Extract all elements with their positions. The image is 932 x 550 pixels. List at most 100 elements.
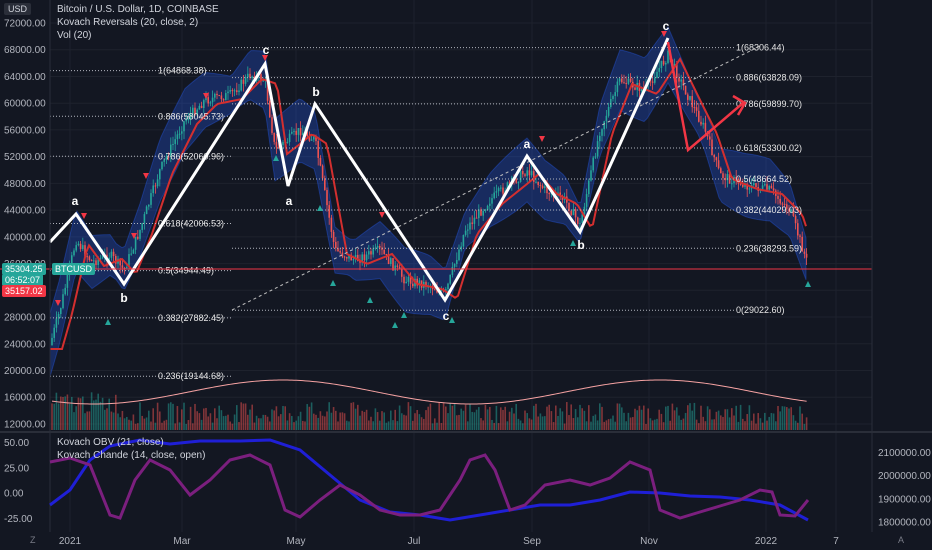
candle-body — [764, 184, 766, 186]
volume-bar — [451, 405, 454, 430]
volume-bar — [706, 406, 709, 430]
volume-bar — [799, 406, 801, 430]
indicator-reversals-label[interactable]: Kovach Reversals (20, close, 2) — [57, 17, 199, 28]
projection-arrow-line[interactable] — [666, 41, 744, 153]
candle-body — [361, 254, 363, 263]
volume-bar — [429, 403, 432, 430]
volume-bar — [271, 409, 273, 430]
indicator-obv-label[interactable]: Kovach OBV (21, close) — [57, 437, 164, 448]
countdown-tag: 06:52:07 — [2, 274, 44, 286]
volume-bar — [594, 414, 597, 430]
volume-bar — [733, 415, 735, 430]
volume-bar — [621, 407, 623, 430]
volume-bar — [599, 403, 601, 430]
buy-marker — [805, 281, 811, 287]
last-price-tag: 35304.25 — [2, 263, 46, 275]
candle-body — [321, 165, 324, 179]
candle-body — [71, 255, 73, 265]
time-axis[interactable]: 2021 Mar May Jul Sep Nov 2022 7 — [59, 536, 839, 547]
candle-body — [726, 174, 729, 181]
candle-body — [724, 177, 726, 181]
volume-bar — [502, 409, 504, 430]
candle-body — [570, 210, 572, 216]
volume-bar — [407, 402, 410, 430]
volume-bar — [563, 423, 566, 430]
candle-body — [634, 87, 636, 90]
price-axis-label: 16000.00 — [4, 393, 46, 404]
candle-body — [225, 93, 227, 101]
candle-body — [262, 80, 264, 82]
candle-body — [495, 191, 498, 193]
volume-bar — [464, 404, 467, 430]
candle-body — [200, 105, 203, 108]
time-axis-label: 2022 — [755, 536, 778, 547]
candle-body — [170, 144, 172, 157]
volume-bar — [423, 418, 425, 430]
auto-scale-icon[interactable]: A — [898, 535, 905, 545]
candle-body — [178, 133, 181, 135]
volume-bar — [137, 423, 139, 430]
volume-bar — [557, 415, 559, 430]
timezone-icon[interactable]: Z — [30, 535, 36, 545]
candle-body — [357, 254, 359, 261]
volume-bar — [196, 411, 198, 430]
candle-body — [493, 192, 495, 199]
candle-body — [605, 115, 608, 122]
volume-bar — [781, 406, 784, 430]
volume-bar — [174, 423, 176, 430]
volume-bar — [376, 412, 379, 430]
trend-line-dashed[interactable] — [231, 45, 761, 311]
candle-body — [662, 60, 665, 65]
volume-bar — [291, 416, 293, 430]
volume-bar — [123, 418, 126, 430]
buy-marker — [330, 280, 336, 286]
fib-level-label: 0.886(63828.09) — [736, 73, 802, 83]
volume-bar — [121, 410, 124, 430]
volume-bar — [363, 411, 366, 430]
symbol-title[interactable]: Bitcoin / U.S. Dollar, 1D, COINBASE — [57, 4, 219, 15]
volume-bar — [581, 408, 583, 430]
sell-marker — [143, 173, 149, 179]
volume-bar — [181, 409, 183, 430]
volume-bar — [440, 422, 443, 430]
volume-bar — [693, 402, 696, 430]
volume-bar — [357, 404, 359, 430]
price-axis-label: 68000.00 — [4, 45, 46, 56]
candle-body — [317, 141, 319, 158]
sub-axis-right-label: 1900000.00 — [878, 494, 931, 505]
sub-axis-left[interactable]: 50.00 25.00 0.00 -25.00 — [4, 438, 33, 525]
volume-bar — [772, 413, 775, 430]
volume-bar — [163, 420, 165, 430]
volume-bar — [691, 410, 693, 430]
volume-bar — [220, 410, 223, 430]
wave-label: b — [312, 85, 319, 99]
volume-bar — [535, 403, 537, 430]
candle-body — [484, 209, 487, 212]
currency-badge[interactable]: USD — [4, 3, 32, 15]
volume-bar — [71, 396, 73, 430]
candle-body — [181, 131, 183, 134]
moving-average-line — [50, 56, 807, 350]
sub-axis-right[interactable]: 2100000.00 2000000.00 1900000.00 1800000.00 — [878, 448, 931, 529]
indicator-volume-label[interactable]: Vol (20) — [57, 30, 92, 41]
volume-bar — [354, 408, 357, 430]
volume-bar — [695, 419, 698, 430]
volume-bar — [794, 420, 797, 430]
candle-body — [772, 188, 775, 191]
indicator-chande-label[interactable]: Kovach Chande (14, close, open) — [57, 450, 206, 461]
reversal-markers — [55, 31, 811, 328]
elliott-wave-line-1[interactable] — [48, 37, 670, 303]
candle-body — [319, 157, 322, 166]
fib-level-label: 0.786(52060.96) — [158, 151, 224, 161]
volume-bar — [687, 405, 689, 430]
volume-bar — [711, 419, 713, 430]
fibonacci-levels[interactable]: 1(64868.38) 0.886(58045.73) 0.786(52060.96… — [50, 43, 802, 382]
candle-body — [623, 82, 625, 84]
volume-bar — [310, 402, 313, 430]
candle-body — [174, 139, 176, 144]
candle-body — [537, 181, 539, 185]
candle-body — [79, 243, 82, 250]
volume-bar — [680, 419, 682, 430]
candle-body — [154, 185, 157, 187]
